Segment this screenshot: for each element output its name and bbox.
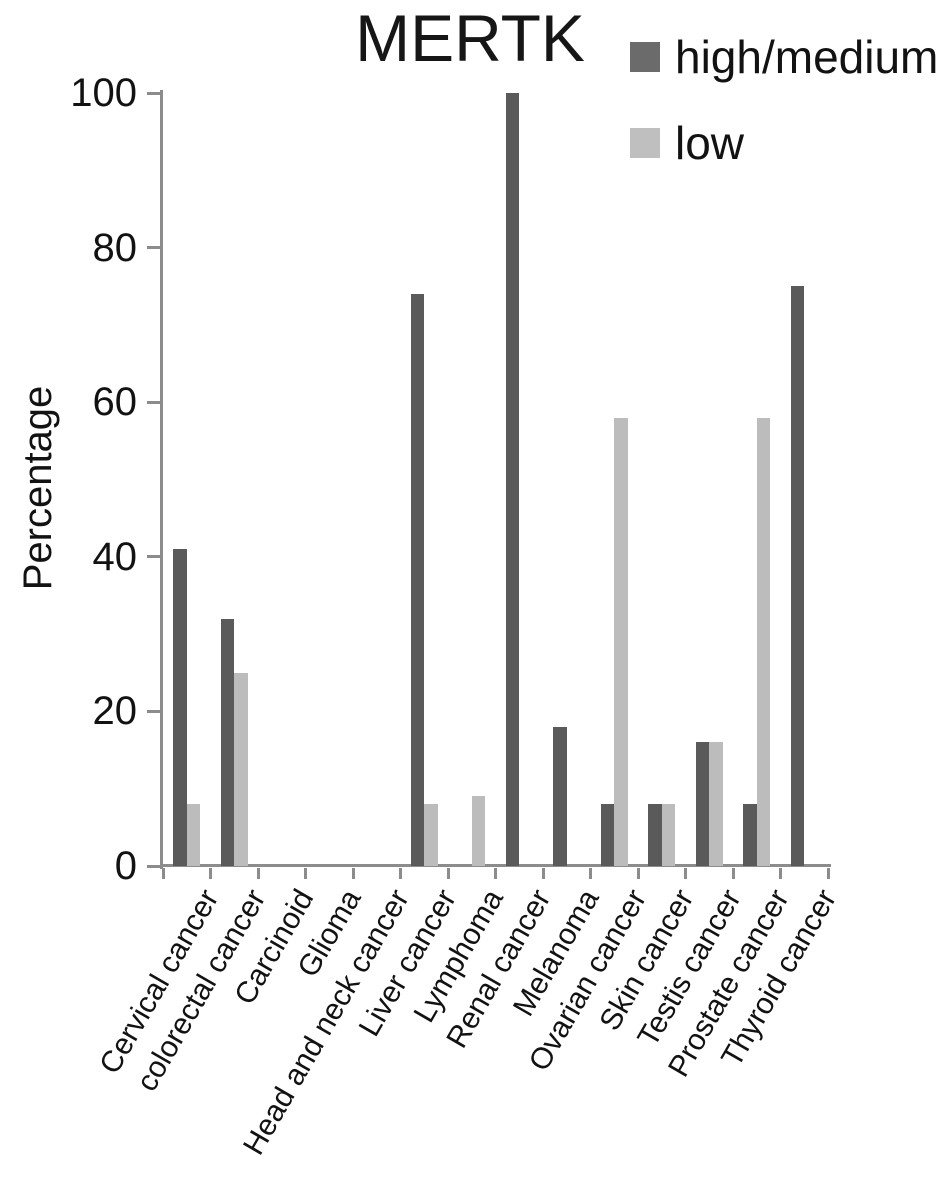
y-tick-mark (147, 246, 163, 250)
y-tick-mark (147, 864, 163, 868)
bar-low (424, 804, 438, 866)
bar-high-medium (505, 93, 520, 866)
x-tick-mark (684, 868, 687, 879)
y-tick-label: 80 (92, 225, 138, 270)
x-tick-mark (731, 868, 735, 879)
x-tick-mark (589, 868, 592, 879)
x-tick-mark (446, 868, 450, 879)
bar-high-medium (410, 293, 425, 866)
bar-low (756, 417, 771, 866)
legend-label-high-medium: high/medium (675, 31, 939, 83)
bar-high-medium (648, 804, 662, 866)
y-axis-line (160, 90, 163, 869)
bar-low (709, 742, 723, 866)
y-tick-label: 40 (92, 534, 138, 579)
y-tick-label: 0 (114, 844, 137, 888)
x-tick-mark (636, 868, 640, 879)
bar-high-medium (695, 742, 710, 866)
x-tick-mark (304, 868, 307, 879)
x-tick-mark (161, 868, 165, 879)
legend-item-high-medium: high/medium (630, 30, 938, 84)
x-tick-mark (541, 868, 545, 879)
x-axis-line (160, 864, 831, 867)
y-tick-mark (147, 709, 163, 713)
bar-high-medium (790, 286, 805, 866)
bar-low (234, 672, 248, 866)
x-tick-mark (351, 868, 355, 879)
bar-high-medium (600, 804, 615, 866)
y-tick-mark (147, 555, 163, 559)
legend-item-low: low (630, 116, 744, 170)
x-tick-mark (494, 868, 497, 879)
y-tick-label: 60 (92, 380, 138, 425)
bar-low (186, 804, 201, 866)
x-tick-mark (256, 868, 260, 879)
x-tick-mark (826, 868, 830, 879)
bar-high-medium (173, 549, 187, 866)
legend-swatch-low-icon (630, 128, 660, 158)
y-tick-mark (147, 400, 163, 404)
bar-high-medium (553, 726, 567, 866)
x-tick-mark (399, 868, 402, 879)
legend-swatch-high-medium-icon (630, 42, 660, 72)
bar-high-medium (743, 804, 757, 866)
chart-title: MERTK (355, 1, 585, 75)
y-tick-label: 20 (92, 689, 138, 734)
bar-high-medium (220, 618, 235, 866)
y-tick-label: 100 (70, 71, 137, 115)
bar-low (471, 796, 486, 866)
y-tick-mark (147, 91, 163, 95)
x-tick-mark (209, 868, 212, 879)
legend-label-low: low (675, 117, 745, 169)
bar-low (614, 417, 628, 866)
x-tick-mark (779, 868, 782, 879)
bar-low (661, 804, 676, 866)
